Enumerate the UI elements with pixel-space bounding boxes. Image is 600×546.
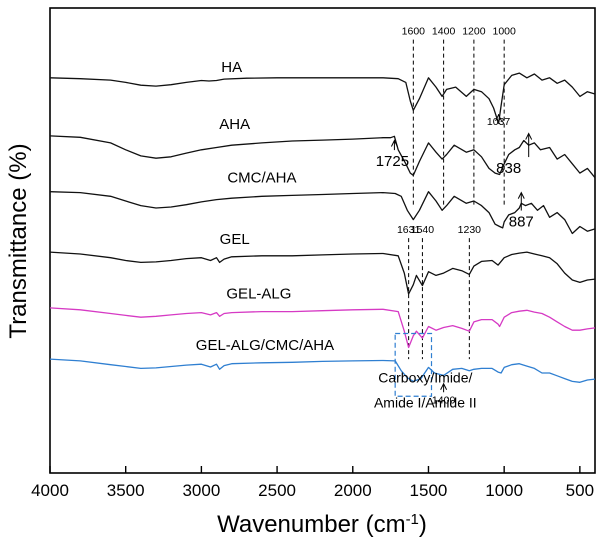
region-box: Carboxy/Imide/Amide I/Amide II (374, 332, 477, 410)
curve-label-aha: AHA (219, 116, 250, 133)
ref-label-1200: 1200 (462, 26, 486, 38)
y-axis-title: Transmittance (%) (5, 143, 32, 338)
curve-label-gel: GEL (220, 231, 250, 248)
plot-area (49, 7, 596, 474)
x-tick-label-1500: 1500 (410, 481, 448, 500)
series-ha (49, 72, 596, 124)
peak-label-1725: 1725 (376, 153, 409, 170)
peak-label-887: 887 (509, 214, 534, 231)
curve-label-gel-alg: GEL-ALG (226, 286, 291, 303)
peak-annotations: 1037 1725 838 887 1400 (376, 113, 534, 406)
region-box-line-1: Carboxy/Imide/ (378, 369, 472, 385)
series-gel-alg (49, 307, 596, 349)
x-axis-ticks: 4000 3500 3000 2500 2000 1500 1000 500 (31, 466, 594, 500)
x-tick-label-3500: 3500 (107, 481, 145, 500)
ref-label-1230: 1230 (458, 224, 482, 236)
ref-label-1600: 1600 (402, 26, 426, 38)
region-box-line-2: Amide I/Amide II (374, 394, 477, 410)
region-box-outline (394, 332, 433, 397)
arrow-head-838 (525, 132, 533, 140)
peak-label-1400: 1400 (432, 394, 456, 406)
x-tick-label-500: 500 (566, 481, 594, 500)
arrow-head-1037 (495, 113, 503, 122)
x-tick-label-1000: 1000 (485, 481, 523, 500)
ref-label-1540: 1540 (411, 224, 435, 236)
arrow-head-1400 (440, 382, 448, 390)
arrow-head-887 (517, 191, 525, 199)
curve-label-ha: HA (221, 59, 242, 76)
x-tick-label-4000: 4000 (31, 481, 69, 500)
x-axis-title: Wavenumber (cm-1) (217, 511, 427, 539)
ref-label-1400: 1400 (432, 26, 456, 38)
spectra-series (49, 72, 596, 383)
ref-label-1000: 1000 (492, 26, 516, 38)
series-gel-alg-cmc-aha (49, 358, 596, 383)
x-tick-label-3000: 3000 (182, 481, 220, 500)
arrow-head-1725 (390, 139, 398, 147)
series-cmc-aha (49, 191, 596, 235)
curve-labels: HA AHA CMC/AHA GEL GEL-ALG GEL-ALG/CMC/AHA (196, 59, 334, 354)
ref-label-1631: 1631 (397, 224, 421, 236)
curve-label-cmc-aha: CMC/AHA (227, 169, 296, 186)
series-gel (49, 251, 596, 295)
x-tick-label-2000: 2000 (334, 481, 372, 500)
series-aha (49, 135, 596, 179)
curve-label-gel-alg-cmc-aha: GEL-ALG/CMC/AHA (196, 337, 334, 354)
x-tick-label-2500: 2500 (258, 481, 296, 500)
peak-label-1037: 1037 (487, 116, 511, 128)
peak-label-838: 838 (496, 160, 521, 177)
